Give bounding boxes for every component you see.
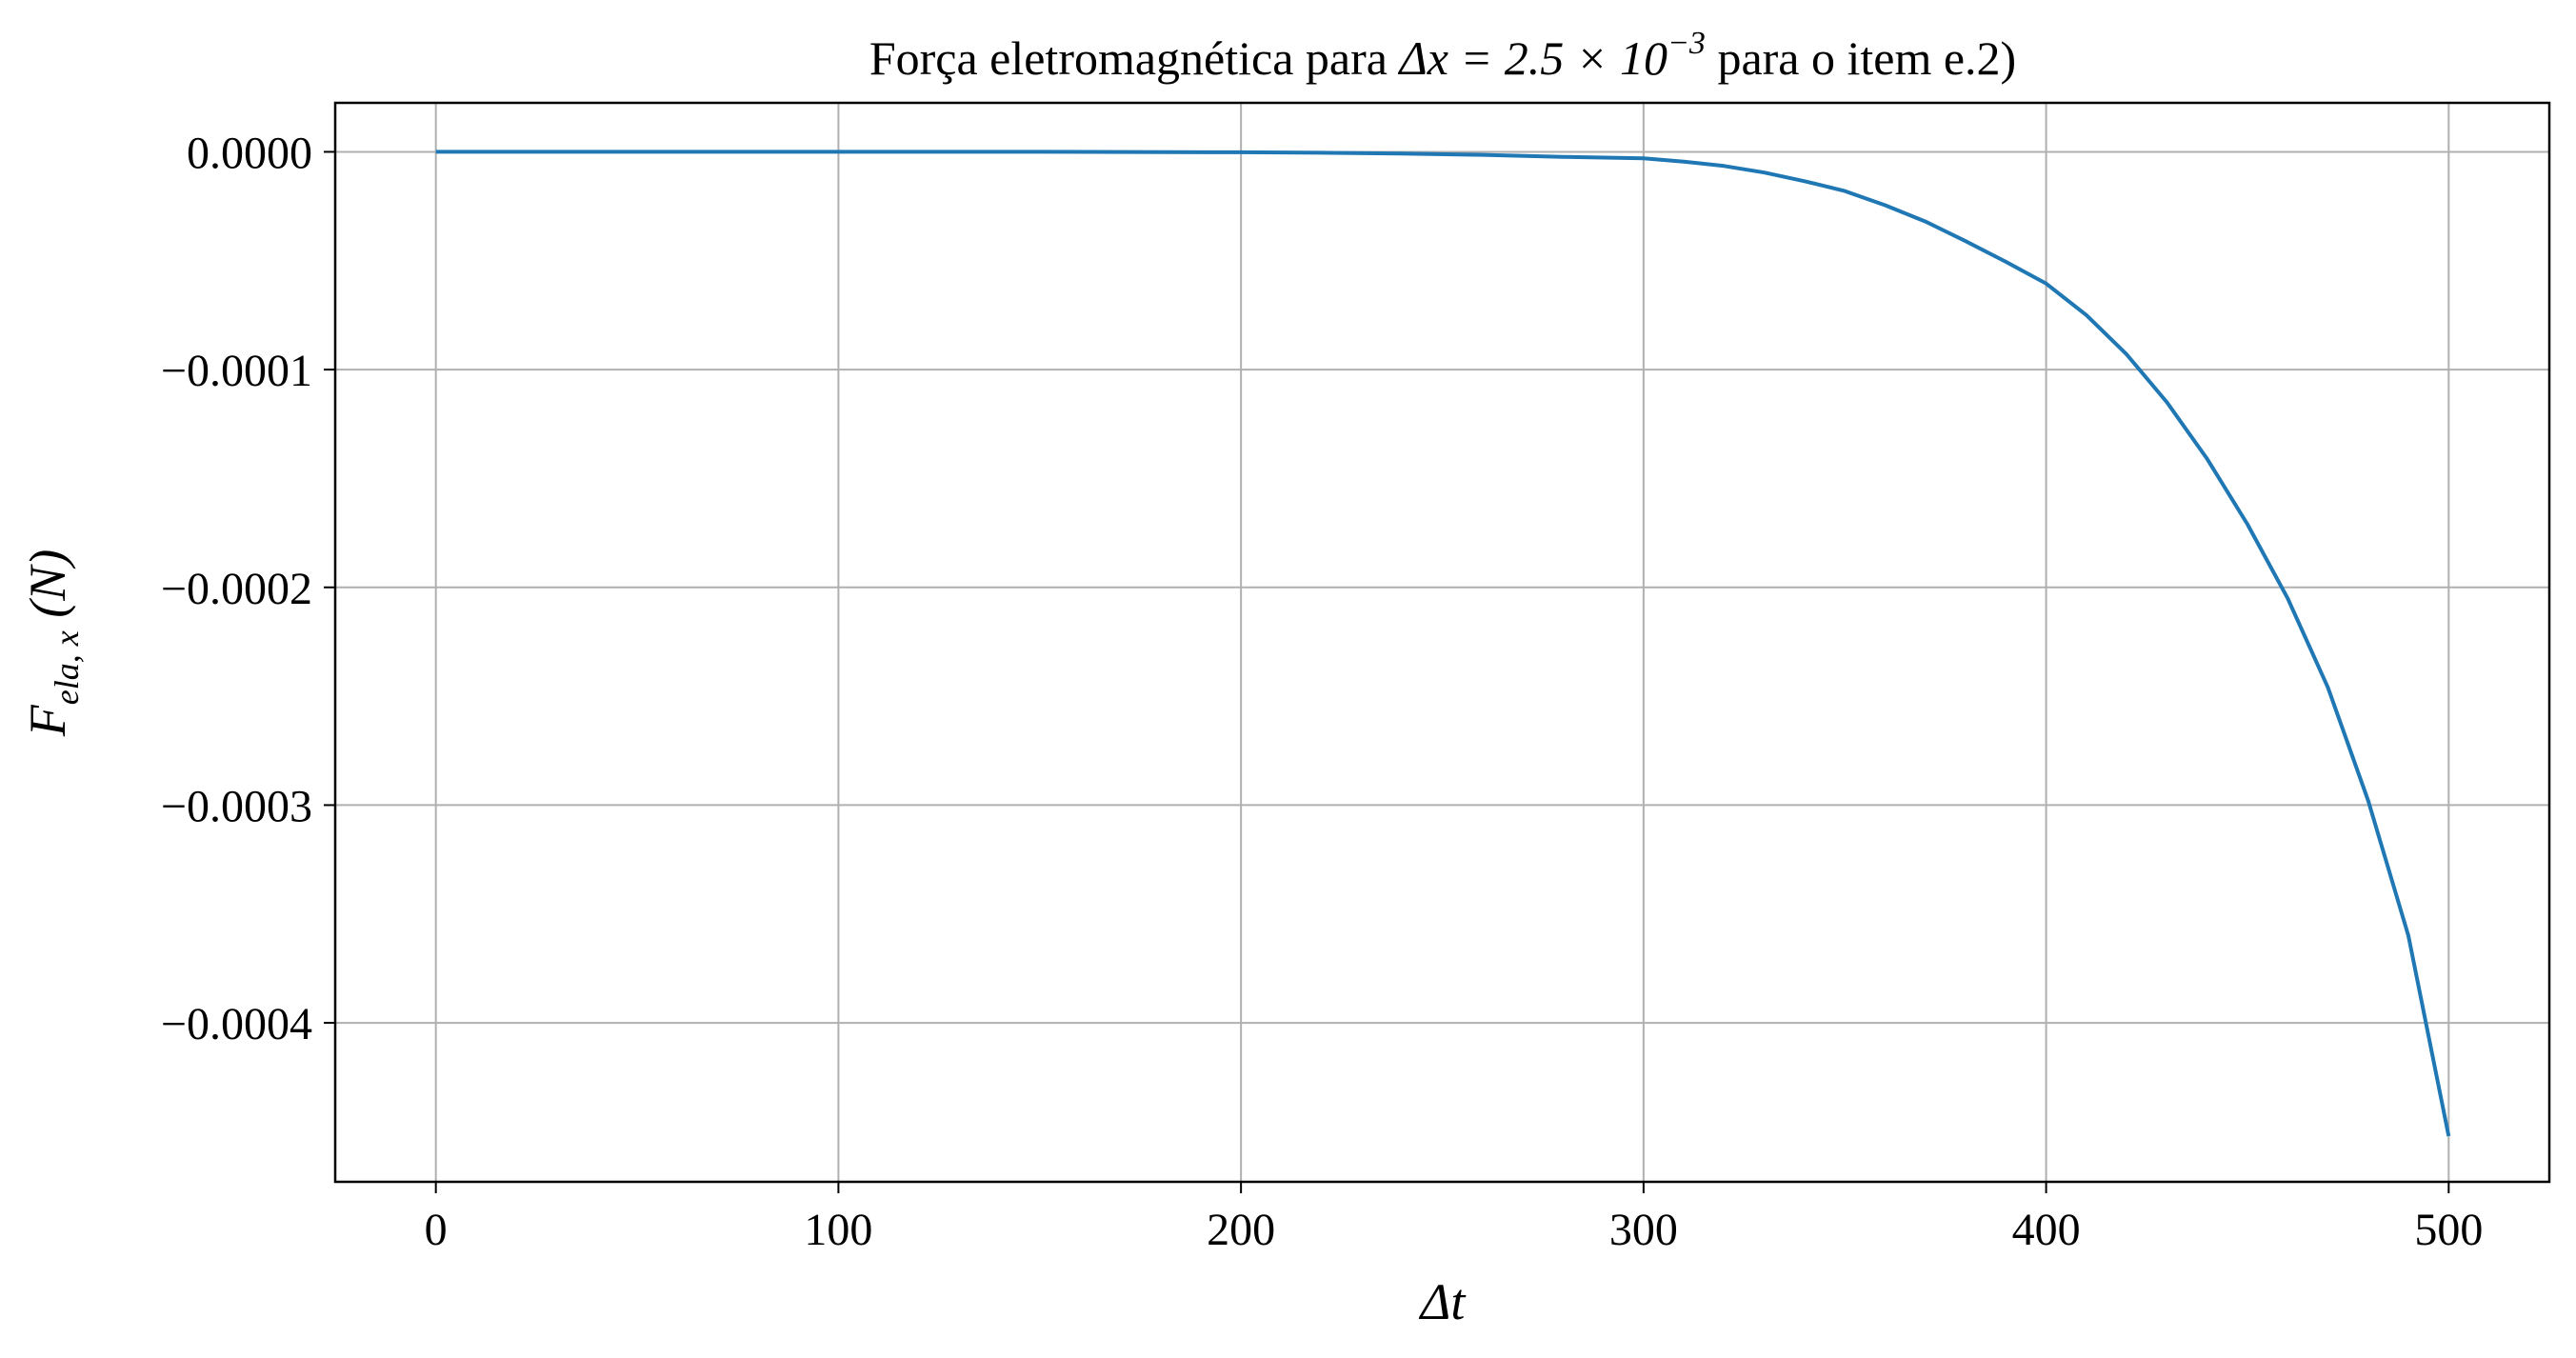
y-label-main: F [19,704,76,737]
title-prefix: Força eletromagnética para [869,31,1400,85]
y-tick-label: −0.0002 [161,564,312,614]
series-layer [435,150,2451,1137]
y-label-subscript: ela, x [48,630,86,705]
y-tick-label: 0.0000 [187,128,312,178]
x-tick-label: 400 [2012,1205,2081,1255]
y-tick-label: −0.0003 [161,781,312,831]
x-tick-label: 300 [1609,1205,1678,1255]
y-label-unit: (N) [19,549,76,630]
x-tick-label: 100 [804,1205,872,1255]
plot-frame [333,101,2551,1184]
x-axis-label: Δt [1419,1273,1468,1330]
x-tick-label: 200 [1207,1205,1275,1255]
x-axis-ticks: 0 100 200 300 400 500 [425,1182,2483,1255]
x-tick-label: 500 [2414,1205,2483,1255]
y-tick-label: −0.0001 [161,346,312,396]
title-suffix: para o item e.2) [1706,31,2016,85]
chart-title: Força eletromagnética para Δx = 2.5 × 10… [869,26,2016,85]
title-math: Δx = 2.5 × 10 [1397,31,1667,85]
x-tick-label: 0 [425,1205,448,1255]
title-exponent: −3 [1667,26,1706,61]
y-axis-label: Fela, x (N) [19,549,86,737]
plot-background [335,103,2549,1182]
series-line [435,150,2451,1137]
y-axis-ticks: 0.0000 −0.0001 −0.0002 −0.0003 −0.0004 [161,128,335,1049]
y-tick-label: −0.0004 [161,999,312,1049]
